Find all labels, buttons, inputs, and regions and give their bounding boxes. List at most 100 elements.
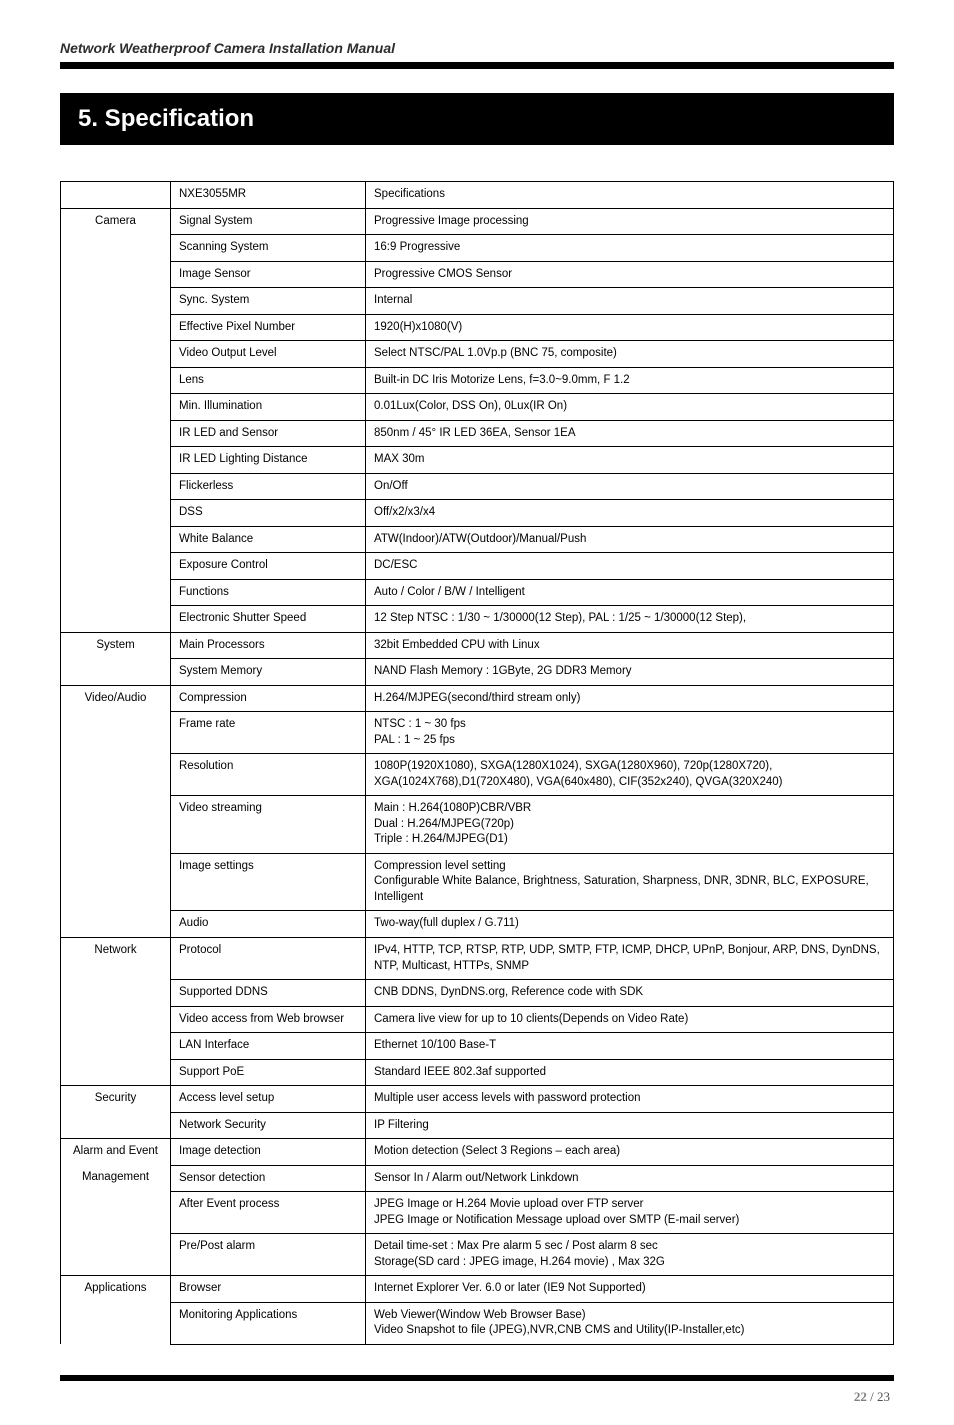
category-cell: Network: [61, 937, 171, 979]
category-cell-empty: [61, 367, 171, 394]
category-cell-empty: [61, 1059, 171, 1086]
attribute-cell: Sync. System: [171, 288, 366, 315]
category-cell-empty: [61, 341, 171, 368]
attribute-cell: Video access from Web browser: [171, 1006, 366, 1033]
value-cell: IPv4, HTTP, TCP, RTSP, RTP, UDP, SMTP, F…: [366, 937, 894, 979]
table-row: DSSOff/x2/x3/x4: [61, 500, 894, 527]
table-row: Image SensorProgressive CMOS Sensor: [61, 261, 894, 288]
table-row: NetworkProtocolIPv4, HTTP, TCP, RTSP, RT…: [61, 937, 894, 979]
category-cell-empty: [61, 553, 171, 580]
table-row: White BalanceATW(Indoor)/ATW(Outdoor)/Ma…: [61, 526, 894, 553]
category-cell-empty: [61, 853, 171, 911]
value-cell: Main : H.264(1080P)CBR/VBRDual : H.264/M…: [366, 796, 894, 854]
value-cell: H.264/MJPEG(second/third stream only): [366, 685, 894, 712]
attribute-cell: Resolution: [171, 754, 366, 796]
table-row: FlickerlessOn/Off: [61, 473, 894, 500]
attribute-cell: LAN Interface: [171, 1033, 366, 1060]
value-cell: NAND Flash Memory : 1GByte, 2G DDR3 Memo…: [366, 659, 894, 686]
value-cell: Ethernet 10/100 Base-T: [366, 1033, 894, 1060]
value-cell: Motion detection (Select 3 Regions – eac…: [366, 1139, 894, 1166]
value-cell: NTSC : 1 ~ 30 fpsPAL : 1 ~ 25 fps: [366, 712, 894, 754]
attribute-cell: Supported DDNS: [171, 980, 366, 1007]
category-cell: Security: [61, 1086, 171, 1113]
attribute-cell: Network Security: [171, 1112, 366, 1139]
value-cell: Built-in DC Iris Motorize Lens, f=3.0~9.…: [366, 367, 894, 394]
attribute-cell: Effective Pixel Number: [171, 314, 366, 341]
table-row: Network SecurityIP Filtering: [61, 1112, 894, 1139]
category-cell-empty: [61, 980, 171, 1007]
attribute-cell: Sensor detection: [171, 1165, 366, 1192]
table-row: CameraSignal SystemProgressive Image pro…: [61, 208, 894, 235]
category-cell: [61, 182, 171, 209]
value-cell: IP Filtering: [366, 1112, 894, 1139]
table-row: ApplicationsBrowserInternet Explorer Ver…: [61, 1276, 894, 1303]
category-cell-empty: [61, 1006, 171, 1033]
attribute-cell: Pre/Post alarm: [171, 1234, 366, 1276]
value-cell: Internet Explorer Ver. 6.0 or later (IE9…: [366, 1276, 894, 1303]
value-cell: 16:9 Progressive: [366, 235, 894, 262]
table-row: Supported DDNSCNB DDNS, DynDNS.org, Refe…: [61, 980, 894, 1007]
category-cell-empty: [61, 911, 171, 938]
table-row: SecurityAccess level setupMultiple user …: [61, 1086, 894, 1113]
category-cell-empty: [61, 1033, 171, 1060]
category-cell-empty: [61, 526, 171, 553]
value-cell: Auto / Color / B/W / Intelligent: [366, 579, 894, 606]
table-row: Video access from Web browserCamera live…: [61, 1006, 894, 1033]
table-row: FunctionsAuto / Color / B/W / Intelligen…: [61, 579, 894, 606]
attribute-cell: IR LED Lighting Distance: [171, 447, 366, 474]
category-cell-empty: [61, 796, 171, 854]
table-row: After Event processJPEG Image or H.264 M…: [61, 1192, 894, 1234]
table-row: IR LED Lighting DistanceMAX 30m: [61, 447, 894, 474]
attribute-cell: Protocol: [171, 937, 366, 979]
attribute-cell: Electronic Shutter Speed: [171, 606, 366, 633]
category-cell: Video/Audio: [61, 685, 171, 712]
table-row: Effective Pixel Number1920(H)x1080(V): [61, 314, 894, 341]
category-cell-empty: [61, 314, 171, 341]
attribute-cell: Image Sensor: [171, 261, 366, 288]
table-row: Exposure ControlDC/ESC: [61, 553, 894, 580]
doc-header-title: Network Weatherproof Camera Installation…: [60, 40, 894, 62]
table-row: Alarm and EventImage detectionMotion det…: [61, 1139, 894, 1166]
table-row: Min. Illumination0.01Lux(Color, DSS On),…: [61, 394, 894, 421]
table-row: Support PoEStandard IEEE 802.3af support…: [61, 1059, 894, 1086]
attribute-cell: Video streaming: [171, 796, 366, 854]
table-row: IR LED and Sensor850nm / 45° IR LED 36EA…: [61, 420, 894, 447]
spec-header-cell: Specifications: [366, 182, 894, 209]
attribute-cell: Lens: [171, 367, 366, 394]
attribute-cell: Flickerless: [171, 473, 366, 500]
category-cell: Alarm and Event: [61, 1139, 171, 1166]
attribute-cell: Exposure Control: [171, 553, 366, 580]
table-row: Monitoring ApplicationsWeb Viewer(Window…: [61, 1302, 894, 1344]
table-row: SystemMain Processors32bit Embedded CPU …: [61, 632, 894, 659]
category-cell: Camera: [61, 208, 171, 235]
table-row: Image settingsCompression level settingC…: [61, 853, 894, 911]
attribute-cell: Scanning System: [171, 235, 366, 262]
category-cell-empty: [61, 447, 171, 474]
page-current: 22: [854, 1389, 867, 1404]
category-cell-empty: [61, 394, 171, 421]
attribute-cell: Monitoring Applications: [171, 1302, 366, 1344]
attribute-cell: Frame rate: [171, 712, 366, 754]
value-cell: 1920(H)x1080(V): [366, 314, 894, 341]
value-cell: Progressive Image processing: [366, 208, 894, 235]
category-cell-empty: [61, 754, 171, 796]
table-row: Video streamingMain : H.264(1080P)CBR/VB…: [61, 796, 894, 854]
attribute-cell: Compression: [171, 685, 366, 712]
value-cell: Select NTSC/PAL 1.0Vp.p (BNC 75, composi…: [366, 341, 894, 368]
attribute-cell: Video Output Level: [171, 341, 366, 368]
table-row: NXE3055MRSpecifications: [61, 182, 894, 209]
table-row: AudioTwo-way(full duplex / G.711): [61, 911, 894, 938]
value-cell: 32bit Embedded CPU with Linux: [366, 632, 894, 659]
value-cell: Internal: [366, 288, 894, 315]
table-row: Video Output LevelSelect NTSC/PAL 1.0Vp.…: [61, 341, 894, 368]
category-cell-empty: [61, 1234, 171, 1276]
value-cell: 12 Step NTSC : 1/30 ~ 1/30000(12 Step), …: [366, 606, 894, 633]
value-cell: Standard IEEE 802.3af supported: [366, 1059, 894, 1086]
category-cell-empty: [61, 659, 171, 686]
header-rule: [60, 62, 894, 69]
value-cell: ATW(Indoor)/ATW(Outdoor)/Manual/Push: [366, 526, 894, 553]
spec-table: NXE3055MRSpecificationsCameraSignal Syst…: [60, 181, 894, 1345]
table-row: ManagementSensor detectionSensor In / Al…: [61, 1165, 894, 1192]
value-cell: Two-way(full duplex / G.711): [366, 911, 894, 938]
value-cell: MAX 30m: [366, 447, 894, 474]
